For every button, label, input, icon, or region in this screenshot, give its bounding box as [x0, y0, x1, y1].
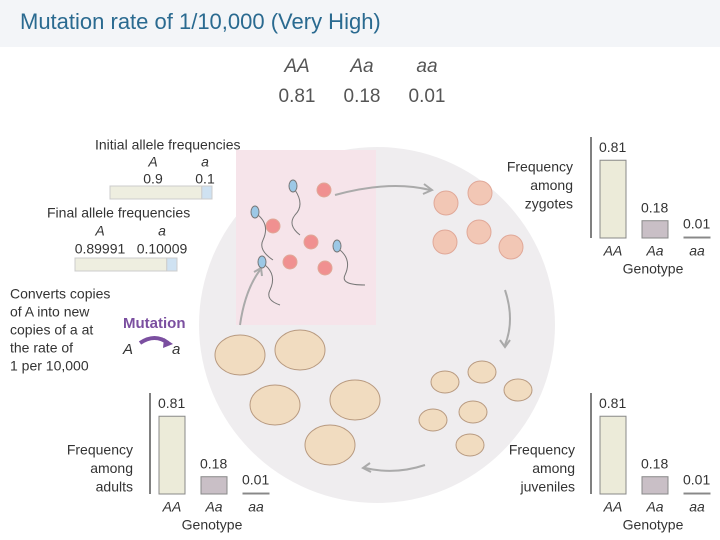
frequency-bar — [158, 415, 186, 495]
mutation-description: Converts copies — [10, 286, 110, 302]
stage-label: juveniles — [520, 479, 575, 495]
allele-name: A — [94, 223, 104, 239]
frequency-bar — [683, 236, 711, 239]
bar-value-label: 0.81 — [599, 395, 626, 411]
allele-panel-label: Initial allele frequencies — [95, 137, 241, 153]
frequency-bar — [599, 159, 627, 239]
frequency-bar — [599, 415, 627, 495]
mutation-from: A — [122, 341, 133, 358]
bar-value-label: 0.01 — [242, 472, 269, 488]
category-label: aa — [689, 243, 705, 259]
genotype-frequency: 0.18 — [344, 86, 381, 107]
frequency-bar — [242, 492, 270, 495]
allele-bar — [109, 185, 203, 200]
stage-label: among — [532, 460, 575, 476]
stage-label: Frequency — [509, 442, 575, 458]
eggs — [265, 180, 524, 276]
mutation-description: copies of a at — [10, 322, 93, 338]
allele-bar — [166, 257, 178, 272]
allele-frequency: 0.89991 — [75, 241, 126, 257]
bar-value-label: 0.18 — [641, 199, 668, 215]
allele-frequency: 0.10009 — [137, 241, 188, 257]
genotype-label: Aa — [349, 56, 373, 77]
bar-value-label: 0.81 — [158, 395, 185, 411]
allele-name: A — [147, 154, 157, 170]
frequency-bar — [683, 492, 711, 495]
sperm — [250, 179, 366, 306]
stage-label: adults — [96, 479, 133, 495]
category-label: Aa — [645, 243, 663, 259]
category-label: Aa — [204, 499, 222, 515]
allele-panel-label: Final allele frequencies — [47, 205, 190, 221]
slide-title: Mutation rate of 1/10,000 (Very High) — [20, 9, 381, 34]
mutation-description: 1 per 10,000 — [10, 358, 89, 374]
axis-label: Genotype — [182, 517, 243, 533]
bar-value-label: 0.81 — [599, 139, 626, 155]
mutation-label: Mutation — [123, 315, 185, 332]
stage-label: Frequency — [67, 442, 133, 458]
mice — [214, 329, 533, 466]
allele-bar — [74, 257, 168, 272]
title-bar — [0, 0, 720, 47]
mutation-arrowhead — [163, 338, 173, 348]
category-label: AA — [603, 243, 623, 259]
category-label: aa — [248, 499, 264, 515]
axis-label: Genotype — [623, 261, 684, 277]
bar-value-label: 0.18 — [641, 455, 668, 471]
frequency-bar — [641, 220, 669, 239]
bar-value-label: 0.01 — [683, 472, 710, 488]
allele-frequency: 0.9 — [143, 171, 163, 187]
mutation-to: a — [172, 341, 180, 358]
stage-label: among — [530, 177, 573, 193]
cycle-arrows — [239, 183, 511, 473]
frequency-bar — [200, 476, 228, 495]
frequency-bar — [641, 476, 669, 495]
bar-value-label: 0.01 — [683, 216, 710, 232]
mutation-description: of A into new — [10, 304, 90, 320]
stage-label: zygotes — [525, 196, 573, 212]
allele-name: a — [158, 223, 166, 239]
category-label: Aa — [645, 499, 663, 515]
allele-bar — [201, 185, 213, 200]
genotype-label: AA — [283, 56, 309, 77]
genotype-frequency: 0.81 — [279, 86, 316, 107]
stage-label: among — [90, 460, 133, 476]
allele-name: a — [201, 154, 209, 170]
axis-label: Genotype — [623, 517, 684, 533]
mutation-description: the rate of — [10, 340, 73, 356]
category-label: AA — [162, 499, 182, 515]
category-label: AA — [603, 499, 623, 515]
genotype-frequency: 0.01 — [409, 86, 446, 107]
allele-frequency: 0.1 — [195, 171, 215, 187]
category-label: aa — [689, 499, 705, 515]
bar-value-label: 0.18 — [200, 455, 227, 471]
genotype-label: aa — [416, 56, 437, 77]
stage-label: Frequency — [507, 159, 573, 175]
